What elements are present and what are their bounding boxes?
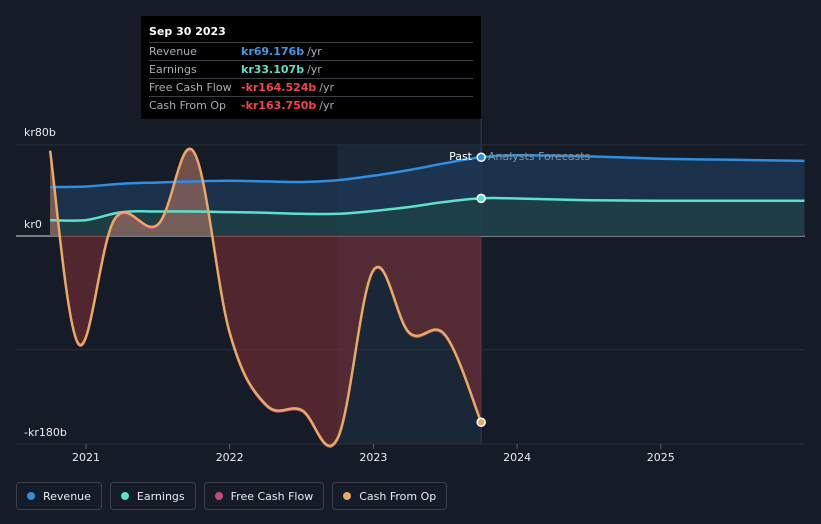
x-tick-label: 2022 [216, 451, 244, 464]
legend-item-cash-from-op[interactable]: Cash From Op [332, 482, 448, 510]
chart-legend: Revenue Earnings Free Cash Flow Cash Fro… [16, 482, 448, 510]
revenue-line [50, 153, 805, 189]
earnings-area [50, 197, 805, 236]
tooltip-row-value: kr33.107b [241, 63, 305, 76]
tooltip-row-unit: /yr [307, 45, 322, 58]
legend-label: Free Cash Flow [230, 489, 314, 503]
tooltip-row-free-cash-flow: Free Cash Flow -kr164.524b /yr [149, 78, 473, 96]
tooltip-date: Sep 30 2023 [149, 25, 226, 38]
data-tooltip: Sep 30 2023 Revenue kr69.176b /yr Earnin… [141, 16, 481, 119]
x-tick-label: 2023 [359, 451, 387, 464]
tooltip-row-label: Revenue [149, 45, 197, 58]
tooltip-row-label: Earnings [149, 63, 197, 76]
earnings-line [50, 196, 805, 222]
cash-from-op-negative-area [50, 236, 482, 446]
legend-item-earnings[interactable]: Earnings [109, 482, 196, 510]
tooltip-row-cash-from-op: Cash From Op -kr163.750b /yr [149, 96, 473, 114]
tooltip-row-unit: /yr [319, 81, 335, 94]
y-tick-label: -kr180b [24, 426, 67, 439]
revenue-dot-icon [27, 492, 35, 500]
x-tick-label: 2021 [72, 451, 100, 464]
tooltip-row-value: -kr163.750b [241, 99, 317, 112]
x-tick-label: 2025 [647, 451, 675, 464]
legend-label: Earnings [136, 489, 185, 503]
tooltip-row-revenue: Revenue kr69.176b /yr [149, 42, 473, 60]
earnings-point [476, 193, 486, 204]
revenue-point [476, 152, 486, 163]
x-tick-label: 2024 [503, 451, 531, 464]
cash-from-op-dot-icon [343, 492, 352, 500]
legend-label: Revenue [43, 489, 91, 503]
free-cash-flow-dot-icon [214, 492, 223, 500]
cash-from-op-line [48, 147, 483, 448]
tooltip-row-label: Free Cash Flow [149, 81, 232, 94]
past-marker-label: Past [449, 150, 473, 163]
cash-from-op-point [476, 417, 486, 428]
tooltip-row-value: -kr164.524b [241, 81, 317, 94]
y-tick-label: kr80b [24, 126, 56, 139]
legend-label: Cash From Op [359, 489, 437, 503]
tooltip-row-unit: /yr [307, 63, 322, 76]
tooltip-row-value: kr69.176b [241, 45, 305, 58]
tooltip-row-earnings: Earnings kr33.107b /yr [149, 60, 473, 78]
legend-item-free-cash-flow[interactable]: Free Cash Flow [203, 482, 325, 510]
forecast-marker-label: Analysts Forecasts [488, 150, 591, 163]
earnings-dot-icon [120, 492, 129, 500]
tooltip-row-unit: /yr [319, 99, 335, 112]
tooltip-row-label: Cash From Op [149, 99, 227, 112]
y-tick-label: kr0 [24, 218, 42, 231]
legend-item-revenue[interactable]: Revenue [16, 482, 102, 510]
